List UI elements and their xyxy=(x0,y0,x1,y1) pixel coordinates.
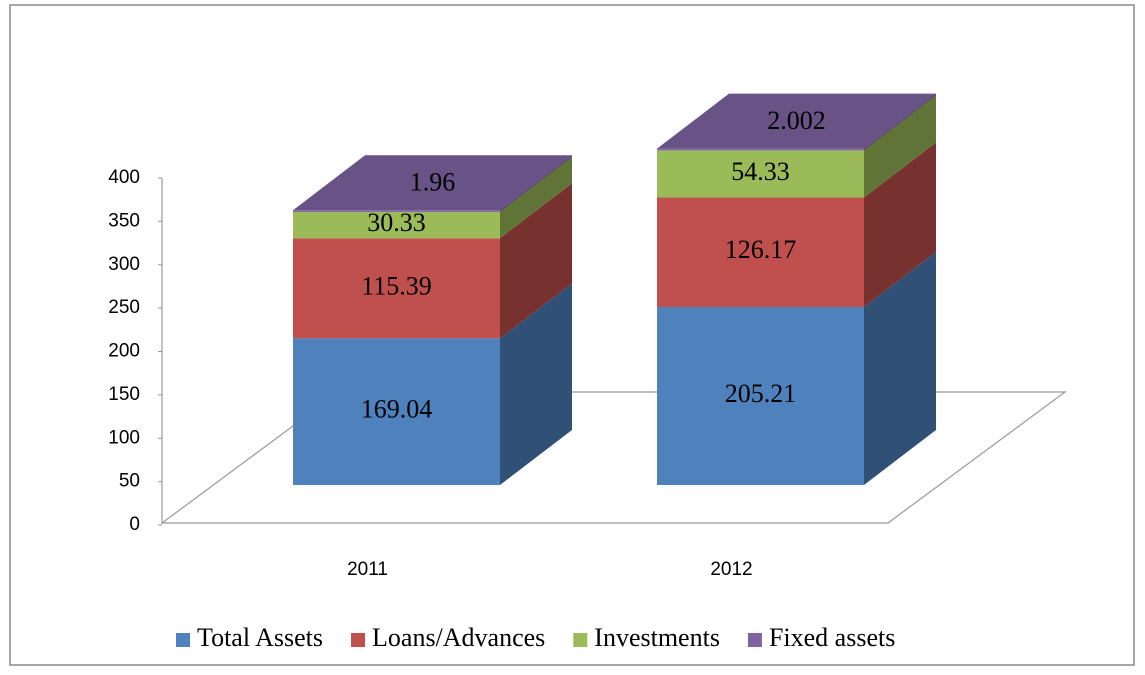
data-label: 115.39 xyxy=(361,271,432,300)
data-label: 126.17 xyxy=(725,235,797,264)
y-tick-label: 50 xyxy=(119,471,140,492)
legend-swatch xyxy=(747,633,762,647)
legend-label: Total Assets xyxy=(197,623,323,652)
bar-side xyxy=(500,156,572,239)
bar-side xyxy=(864,251,936,485)
y-tick-label: 100 xyxy=(108,427,140,448)
bar-side xyxy=(864,95,936,198)
bar xyxy=(657,197,864,307)
y-tick-label: 400 xyxy=(108,167,140,188)
y-tick-label: 0 xyxy=(129,514,140,535)
bar xyxy=(293,338,500,485)
y-tick-label: 200 xyxy=(108,341,140,362)
bar xyxy=(657,306,864,485)
x-tick-label: 2012 xyxy=(710,559,752,580)
bar-top xyxy=(657,93,936,149)
legend-swatch xyxy=(176,633,190,647)
data-label: 1.96 xyxy=(410,168,456,197)
bar xyxy=(657,148,864,151)
bar-side xyxy=(864,93,936,151)
legend-label: Investments xyxy=(594,623,720,652)
data-label: 169.04 xyxy=(361,395,433,424)
y-tick-label: 150 xyxy=(108,384,140,405)
data-label: 2.002 xyxy=(767,106,826,135)
bar-side xyxy=(500,183,572,339)
bar xyxy=(293,210,500,212)
bar xyxy=(293,238,500,339)
bar-side xyxy=(500,283,572,485)
y-tick-label: 350 xyxy=(108,210,140,231)
y-tick-label: 300 xyxy=(108,254,140,275)
data-label: 205.21 xyxy=(725,379,797,408)
bar xyxy=(293,211,500,239)
legend-label: Loans/Advances xyxy=(372,623,545,652)
legend-swatch xyxy=(351,633,366,647)
bar-side xyxy=(864,142,936,307)
y-tick-label: 250 xyxy=(108,297,140,318)
data-label: 30.33 xyxy=(367,208,426,237)
floor xyxy=(160,391,1067,524)
legend-swatch xyxy=(573,633,588,647)
bar-side xyxy=(500,155,572,212)
x-tick-label: 2011 xyxy=(347,559,388,580)
bar xyxy=(657,150,864,198)
legend-label: Fixed assets xyxy=(769,623,895,652)
bar-top xyxy=(293,155,572,211)
data-label: 54.33 xyxy=(731,157,790,186)
